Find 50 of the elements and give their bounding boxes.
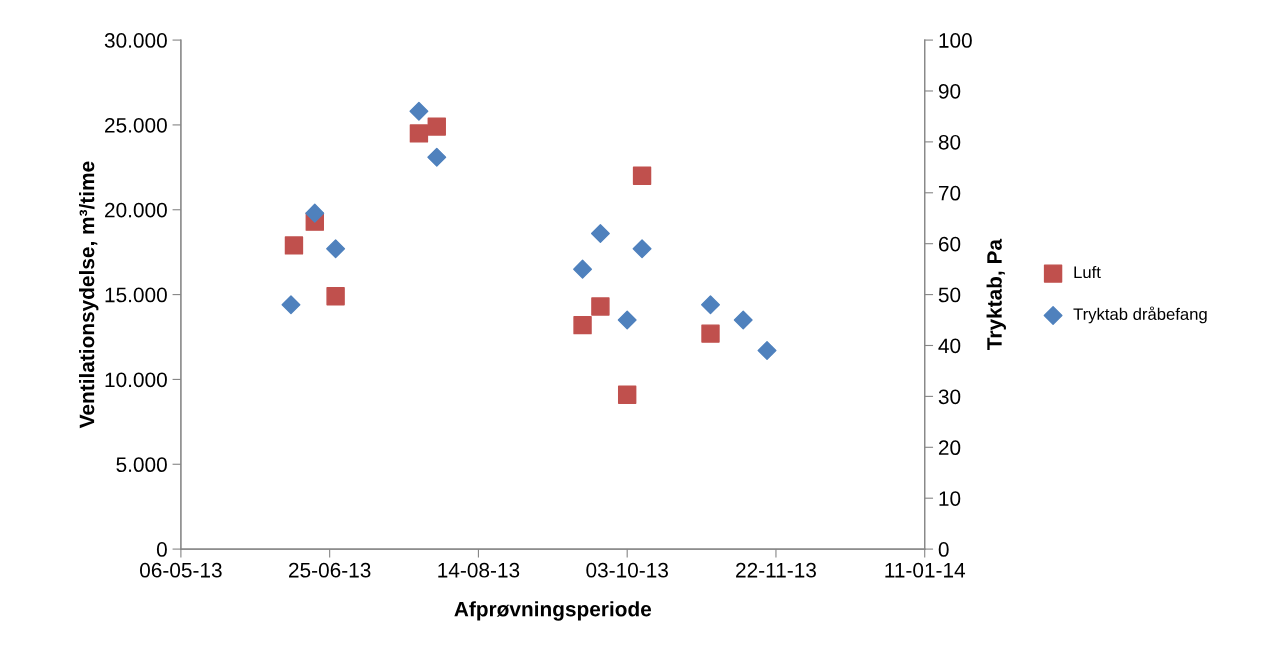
point xyxy=(427,147,447,167)
x-tick-label: 14-08-13 xyxy=(438,562,520,578)
y-axis-title: Ventilationsydelse, m³/time xyxy=(79,161,99,429)
point xyxy=(326,239,346,259)
y-tick-label: 30.000 xyxy=(104,33,167,48)
y2-tick-label: 80 xyxy=(938,134,961,150)
y2-tick-label: 100 xyxy=(939,33,972,48)
point xyxy=(733,310,753,330)
y-tick-label: 20.000 xyxy=(105,202,167,218)
x-tick-label: 06-05-13 xyxy=(140,562,222,578)
point xyxy=(409,124,429,143)
point xyxy=(427,117,446,136)
point xyxy=(305,203,325,223)
point xyxy=(757,341,777,361)
y2-tick-label: 40 xyxy=(938,338,961,354)
point xyxy=(591,297,610,316)
legend-label: Luft xyxy=(1074,265,1101,279)
point xyxy=(617,385,637,404)
y2-tick-label: 60 xyxy=(938,236,961,252)
y2-axis-title: Tryktab, Pa xyxy=(986,238,1006,350)
x-tick-label: 22-11-13 xyxy=(736,562,816,578)
y-tick-label: 15.000 xyxy=(105,287,167,303)
point xyxy=(326,287,345,306)
y-tick-label: 0 xyxy=(156,542,167,557)
x-tick-label: 25-06-13 xyxy=(289,562,371,578)
y2-tick-label: 90 xyxy=(938,83,961,99)
x-axis-title: Afprøvningsperiode xyxy=(454,601,652,621)
y2-tick-label: 30 xyxy=(938,389,961,405)
point xyxy=(573,259,593,279)
y2-tick-label: 10 xyxy=(939,491,961,506)
point xyxy=(284,236,304,255)
y2-tick-label: 20 xyxy=(938,440,961,456)
y2-tick-label: 0 xyxy=(938,542,949,557)
point xyxy=(701,295,720,315)
y2-tick-label: 70 xyxy=(938,185,961,201)
x-tick-label: 03-10-13 xyxy=(586,562,668,578)
point xyxy=(617,310,637,330)
point xyxy=(281,295,301,315)
point xyxy=(573,315,592,335)
x-tick-label: 11-01-14 xyxy=(885,562,966,578)
point xyxy=(701,324,720,343)
y-tick-label: 5.000 xyxy=(116,457,167,473)
y2-tick-label: 50 xyxy=(938,287,961,303)
point xyxy=(590,224,610,243)
point xyxy=(632,239,652,259)
point xyxy=(632,166,652,186)
legend-label: Tryktab dråbefang xyxy=(1073,306,1207,324)
y-tick-label: 10.000 xyxy=(105,372,167,388)
point xyxy=(409,101,429,121)
y-tick-label: 25.000 xyxy=(105,117,167,133)
